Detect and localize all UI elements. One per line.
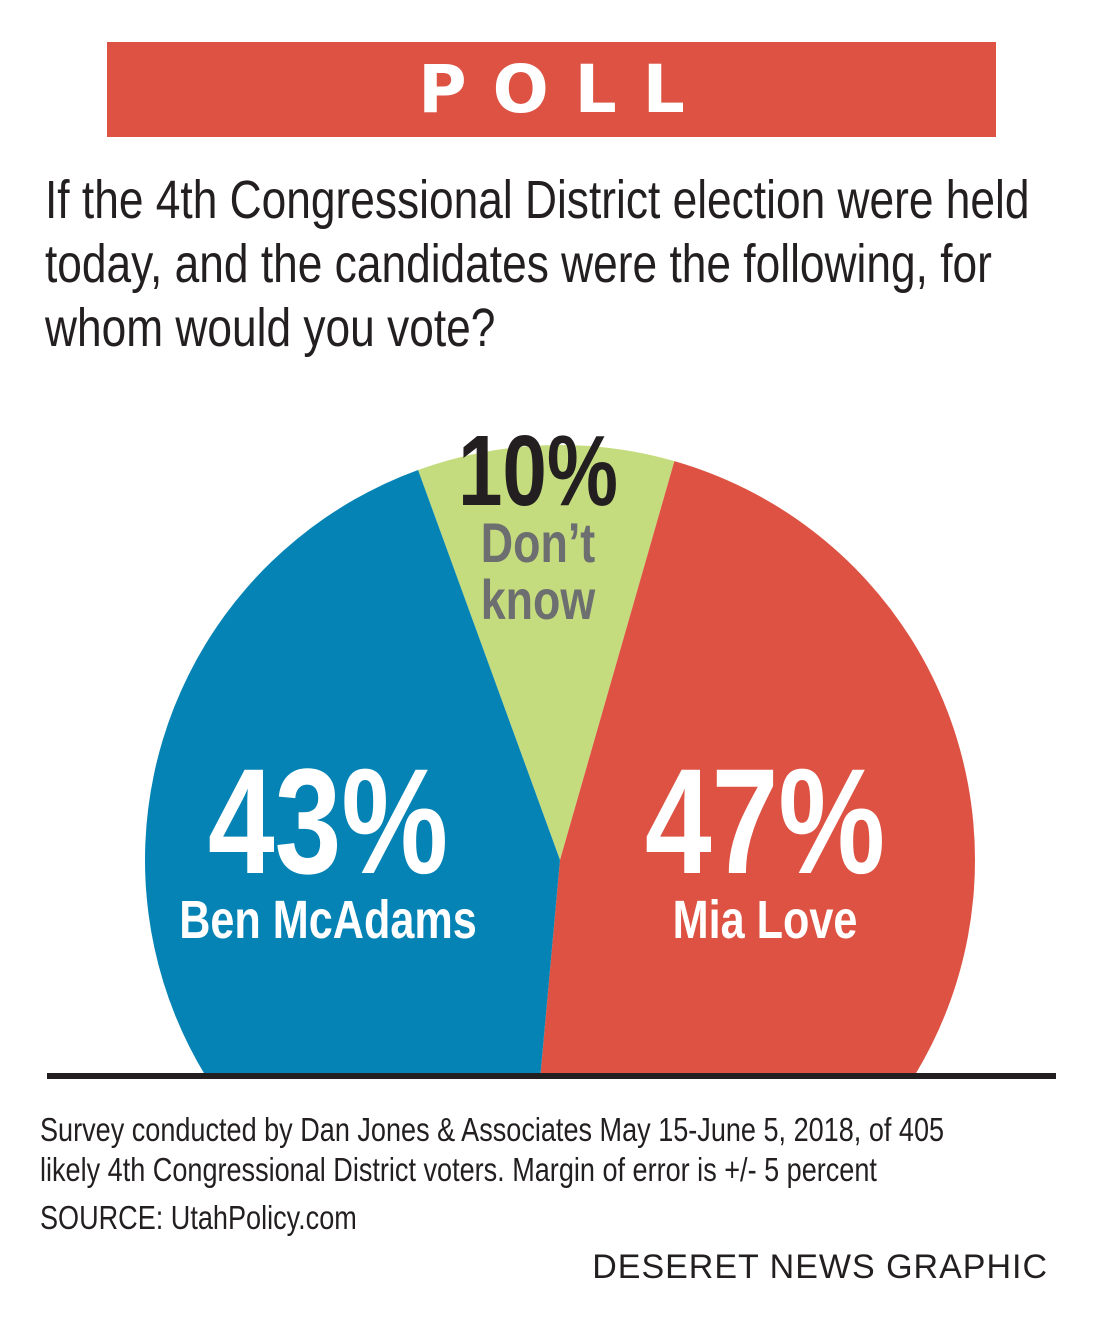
survey-note-line-1: Survey conducted by Dan Jones & Associat… [40, 1111, 945, 1148]
slice-label-dont-know-line-2: know [481, 568, 596, 631]
poll-question: If the 4th Congressional District electi… [45, 170, 1030, 358]
survey-note: Survey conducted by Dan Jones & Associat… [40, 1110, 1024, 1190]
pct-label-dont-know: 10% [458, 416, 618, 528]
pct-label-mia-love: 47% [645, 737, 885, 905]
slice-label-dont-know-line-1: Don’t [481, 511, 596, 574]
survey-note-line-2: likely 4th Congressional District voters… [40, 1151, 877, 1188]
pie-slice-don-t-know [418, 444, 675, 860]
source-note: SOURCE: UtahPolicy.com [40, 1199, 357, 1236]
pie-slice-mia-love [540, 461, 975, 1076]
poll-banner: POLL [107, 42, 996, 137]
poll-banner-text: POLL [418, 51, 711, 128]
pct-label-ben-mcadams: 43% [208, 737, 448, 905]
slice-label-ben-mcadams: Ben McAdams [179, 891, 477, 951]
chart-baseline [47, 1073, 1056, 1079]
slice-label-mia-love: Mia Love [673, 891, 858, 951]
graphic-credit: DESERET NEWS GRAPHIC [592, 1248, 1048, 1286]
pie-slice-ben-mcadams [145, 470, 560, 1076]
